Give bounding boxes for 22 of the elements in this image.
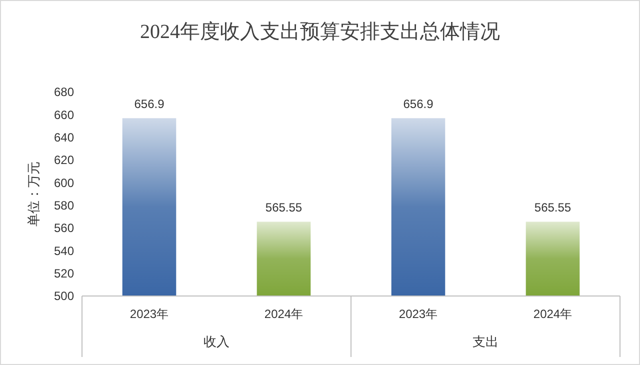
y-tick-label: 540 (54, 244, 74, 258)
y-tick-label: 600 (54, 176, 74, 190)
text: 收入 (204, 334, 230, 349)
x-tick-label: 2024年 (533, 307, 572, 321)
data-label: 565.55 (534, 200, 572, 215)
y-tick-label: 520 (54, 266, 74, 281)
y-tick-label: 660 (54, 108, 74, 122)
y-tick-label: 640 (54, 130, 74, 145)
chart-title: 2024年度收入支出预算安排支出总体情况 (140, 21, 500, 43)
x-tick-label: 2023年 (130, 307, 169, 321)
y-tick-label: 500 (54, 289, 74, 304)
data-label: 656.9 (134, 97, 165, 112)
data-label: 656.9 (403, 97, 434, 112)
y-tick-label: 620 (54, 153, 74, 168)
text: 支出 (472, 334, 498, 349)
y-tick-label: 580 (54, 198, 74, 213)
data-label: 565.55 (265, 200, 302, 215)
y-axis-title: 单位：万元 (26, 162, 41, 226)
x-tick-label: 2023年 (398, 307, 438, 321)
y-tick-label: 560 (54, 221, 74, 236)
y-tick-label: 680 (54, 85, 74, 100)
x-tick-label: 2024年 (264, 307, 304, 321)
